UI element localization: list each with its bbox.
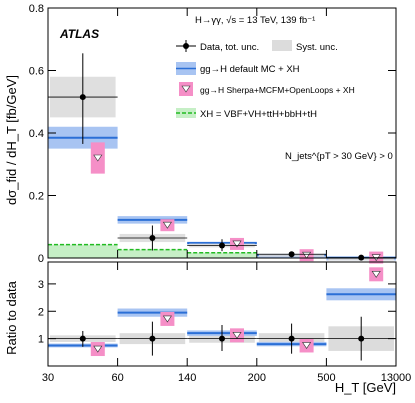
sherpa-marker [232, 240, 242, 248]
sherpa-marker [93, 154, 103, 162]
legend-data-marker [183, 43, 189, 49]
x-tick-label: 500 [317, 372, 335, 384]
y-tick-label: 2 [38, 306, 44, 318]
legend-xh-label: XH = VBF+VH+ttH+bbH+tH [200, 109, 317, 120]
ratio-sherpa-marker [93, 345, 103, 353]
ratio-panel: 1 2 3 30 60 140 200 500 13000 [38, 261, 412, 384]
panel-frame [47, 261, 397, 367]
data-point [79, 94, 86, 101]
y-tick-label: 0.8 [29, 3, 44, 15]
sherpa-marker [302, 251, 312, 259]
ratio-sherpa-marker [232, 332, 242, 339]
ratio-data-point [79, 335, 86, 342]
x-tick-label: 30 [42, 372, 54, 384]
xh-bar [48, 244, 118, 258]
sherpa-marker [162, 221, 172, 229]
legend-syst-swatch [272, 40, 292, 51]
y-tick-label: 0.2 [29, 191, 44, 203]
x-tick-label: 13000 [381, 372, 412, 384]
legend: ATLAS H→γγ, √s = 13 TeV, 139 fb⁻¹ N_jets… [59, 15, 393, 162]
data-point [149, 235, 156, 241]
selection-label: N_jets^{pT > 30 GeV} > 0 [285, 151, 393, 162]
legend-default-mc-label: gg→H default MC + XH [200, 64, 300, 75]
legend-sherpa-label: gg→H Sherpa+MCFM+OpenLoops + XH [200, 85, 355, 95]
x-tick-label: 60 [111, 372, 123, 384]
ratio-y-axis-title: Ratio to data [4, 280, 19, 354]
legend-sherpa-marker [181, 85, 191, 93]
y-tick-label: 0.6 [29, 66, 44, 78]
process-label: H→γγ, √s = 13 TeV, 139 fb⁻¹ [195, 15, 315, 26]
data-point [219, 242, 225, 249]
ratio-data-point [149, 335, 156, 342]
legend-syst-label: Syst. unc. [296, 42, 338, 53]
atlas-label: ATLAS [59, 27, 99, 41]
x-axis-title: H_T [GeV] [335, 380, 396, 395]
xh-bar [187, 252, 257, 258]
top-y-axis-title: dσ_fid / dH_T [fb/GeV] [4, 75, 19, 205]
ratio-sherpa-marker [302, 342, 312, 350]
ratio-sherpa-marker [371, 271, 381, 278]
ratio-data-point [358, 335, 365, 342]
ratio-sherpa-marker [162, 315, 172, 323]
xh-bar [117, 249, 188, 258]
data-point [288, 251, 295, 258]
ratio-data-point [288, 335, 295, 342]
y-tick-label: 0 [38, 253, 44, 265]
top-panel: 0 0.2 0.4 0.6 0.8 [29, 3, 397, 265]
legend-data-label: Data, tot. unc. [200, 42, 259, 53]
x-tick-label: 200 [248, 372, 266, 384]
x-tick-label: 140 [178, 372, 196, 384]
y-tick-label: 3 [38, 279, 44, 291]
y-tick-label: 0.4 [29, 128, 44, 140]
y-tick-label: 1 [38, 334, 44, 346]
ratio-data-point [219, 335, 225, 342]
